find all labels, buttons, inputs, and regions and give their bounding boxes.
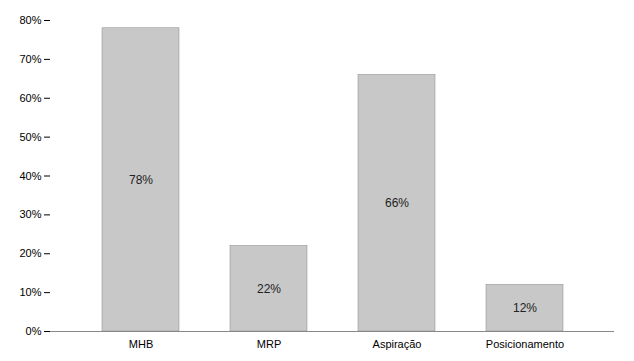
svg-text:40%: 40%: [19, 170, 41, 182]
svg-text:Posicionamento: Posicionamento: [486, 338, 564, 350]
svg-text:0%: 0%: [26, 325, 42, 337]
svg-text:12%: 12%: [513, 301, 537, 315]
svg-text:50%: 50%: [19, 131, 41, 143]
svg-text:10%: 10%: [19, 286, 41, 298]
svg-text:Aspiração: Aspiração: [373, 338, 422, 350]
svg-text:MRP: MRP: [257, 338, 281, 350]
svg-text:30%: 30%: [19, 208, 41, 220]
svg-text:60%: 60%: [19, 92, 41, 104]
svg-text:MHB: MHB: [129, 338, 153, 350]
svg-text:80%: 80%: [19, 14, 41, 26]
svg-text:20%: 20%: [19, 247, 41, 259]
svg-text:66%: 66%: [385, 196, 409, 210]
svg-text:70%: 70%: [19, 53, 41, 65]
svg-text:22%: 22%: [257, 282, 281, 296]
svg-text:78%: 78%: [129, 173, 153, 187]
